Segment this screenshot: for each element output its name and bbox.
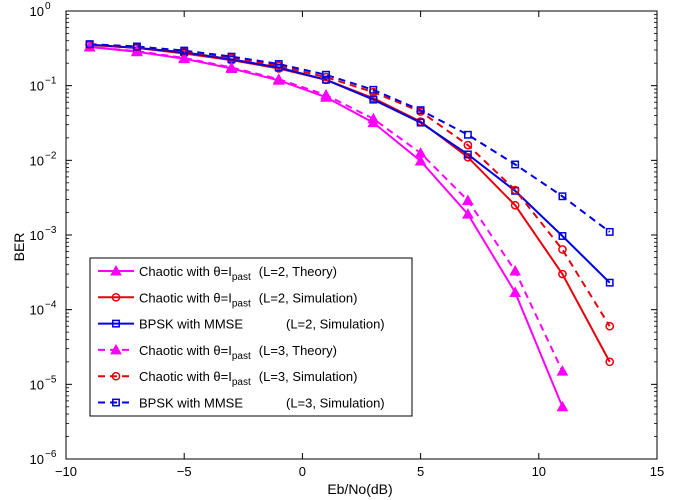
- data-point: [605, 278, 614, 287]
- y-axis-label: BER: [11, 233, 27, 262]
- data-point: [556, 365, 569, 376]
- data-point: [558, 269, 567, 279]
- y-tick-base: 10: [30, 303, 44, 318]
- data-point: [416, 106, 425, 115]
- y-tick-base: 10: [30, 377, 44, 392]
- data-point: [462, 208, 474, 219]
- y-tick-label: 10: [30, 79, 44, 94]
- legend-label: Chaotic with θ=Ipast (L=3, Simulation): [139, 369, 357, 388]
- y-tick-base: 10: [30, 153, 44, 168]
- legend-label-params: (L=2, Simulation): [286, 317, 385, 332]
- y-tick-base: 10: [30, 452, 44, 467]
- data-point: [463, 130, 472, 139]
- data-point: [225, 61, 238, 73]
- legend-label-params: (L=2, Simulation): [259, 290, 358, 305]
- y-tick-exponent: −1: [45, 76, 57, 87]
- legend-label-main: Chaotic with θ=I: [139, 264, 232, 279]
- legend-label-subscript: past: [232, 272, 251, 283]
- data-point: [511, 160, 520, 169]
- x-tick-label: 0: [299, 464, 306, 479]
- x-tick-label: 15: [650, 464, 664, 479]
- y-tick-label: 10: [30, 377, 44, 392]
- legend-label: BPSK with MMSE (L=2, Simulation): [139, 317, 385, 332]
- x-tick-label: 5: [417, 464, 424, 479]
- legend-marker: [110, 343, 122, 355]
- data-point: [414, 154, 427, 166]
- data-point: [556, 400, 569, 412]
- legend: Chaotic with θ=Ipast (L=2, Theory)Chaotic…: [89, 257, 413, 417]
- x-tick-label: −5: [177, 464, 192, 479]
- series-markers: [83, 40, 615, 412]
- legend-label-params: (L=3, Theory): [259, 343, 337, 358]
- legend-box: [89, 257, 413, 417]
- data-point: [462, 194, 474, 205]
- legend-label-params: (L=2, Theory): [259, 264, 337, 279]
- data-point: [509, 264, 522, 276]
- data-point: [463, 140, 473, 150]
- data-point: [320, 88, 332, 100]
- data-point: [322, 70, 330, 79]
- data-point: [85, 40, 94, 49]
- y-tick-label: 10: [30, 303, 44, 318]
- legend-label-subscript: past: [232, 351, 251, 362]
- legend-label-params: (L=3, Simulation): [259, 369, 358, 384]
- y-tick-label: 10: [30, 4, 44, 19]
- legend-label-main: BPSK with MMSE: [139, 396, 243, 411]
- legend-marker: [112, 319, 120, 328]
- data-point: [463, 150, 472, 159]
- data-point: [605, 321, 615, 331]
- y-tick-base: 10: [30, 228, 44, 243]
- x-axis-label: Eb/No(dB): [327, 481, 392, 497]
- legend-label-main: Chaotic with θ=I: [139, 369, 232, 384]
- data-point: [369, 85, 378, 94]
- y-tick-label: 10: [30, 228, 44, 243]
- legend-label-main: Chaotic with θ=I: [139, 290, 232, 305]
- legend-label: Chaotic with θ=Ipast (L=3, Theory): [139, 343, 337, 362]
- data-point: [558, 192, 567, 201]
- y-tick-exponent: −3: [45, 225, 57, 236]
- legend-marker: [112, 398, 120, 407]
- y-tick-label: 10: [30, 452, 44, 467]
- x-tick-label: −10: [55, 464, 77, 479]
- y-tick-base: 10: [30, 4, 44, 19]
- y-tick-exponent: −2: [45, 150, 57, 161]
- y-tick-exponent: −4: [45, 300, 57, 311]
- y-tick-exponent: −6: [45, 449, 57, 460]
- y-tick-exponent: 0: [45, 1, 51, 12]
- data-point: [509, 286, 522, 297]
- legend-label-subscript: past: [232, 298, 251, 309]
- data-point: [510, 185, 520, 195]
- series-line: [89, 43, 611, 233]
- data-point: [416, 118, 425, 127]
- legend-marker: [110, 264, 122, 276]
- legend-label: Chaotic with θ=Ipast (L=2, Simulation): [139, 290, 357, 309]
- data-point: [605, 227, 614, 236]
- legend-label: BPSK with MMSE (L=3, Simulation): [139, 396, 385, 411]
- legend-marker: [111, 371, 121, 381]
- data-point: [558, 245, 567, 254]
- legend-label-main: BPSK with MMSE: [139, 317, 243, 332]
- legend-label: Chaotic with θ=Ipast (L=2, Theory): [139, 264, 337, 283]
- data-point: [274, 60, 283, 68]
- data-point: [272, 73, 285, 84]
- legend-label-params: (L=3, Simulation): [286, 396, 385, 411]
- data-point: [414, 147, 427, 158]
- data-point: [605, 357, 615, 367]
- data-point: [178, 51, 191, 63]
- y-tick-exponent: −5: [45, 374, 57, 385]
- x-tick-label: 10: [532, 464, 546, 479]
- data-point: [180, 46, 189, 55]
- data-point: [367, 112, 380, 124]
- y-tick-label: 10: [30, 153, 44, 168]
- legend-marker: [111, 292, 121, 302]
- legend-label-main: Chaotic with θ=I: [139, 343, 232, 358]
- data-point: [132, 42, 141, 51]
- data-point: [558, 232, 567, 240]
- y-tick-base: 10: [30, 79, 44, 94]
- data-point: [510, 200, 520, 210]
- legend-label-subscript: past: [232, 377, 251, 388]
- data-point: [227, 52, 236, 61]
